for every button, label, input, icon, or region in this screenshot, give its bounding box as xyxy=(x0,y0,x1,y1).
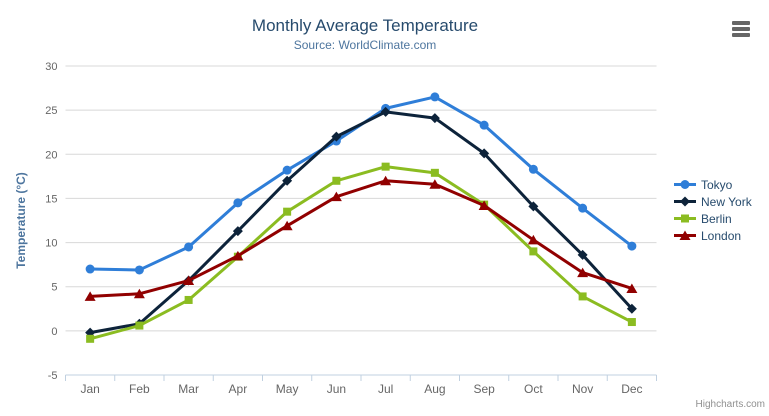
x-axis-label: Jun xyxy=(327,382,346,396)
legend-label: Tokyo xyxy=(701,177,733,192)
y-axis-label: 10 xyxy=(45,238,57,250)
legend-marker-triangle-icon xyxy=(674,230,696,240)
x-axis-label: Mar xyxy=(178,382,199,396)
x-axis-label: May xyxy=(276,382,299,396)
legend-item-berlin[interactable]: Berlin xyxy=(674,210,752,227)
x-axis-label: Aug xyxy=(424,382,445,396)
series-new-york[interactable] xyxy=(85,106,637,338)
y-axis-label: 0 xyxy=(51,326,57,338)
series-line xyxy=(88,165,634,341)
chart-title: Monthly Average Temperature xyxy=(251,16,479,35)
legend-label: London xyxy=(701,228,742,243)
x-axis-label: Oct xyxy=(524,382,543,396)
highcharts-credit[interactable]: Highcharts.com xyxy=(695,399,765,410)
y-axis-label: 15 xyxy=(45,193,57,205)
x-axis-label: Jul xyxy=(378,382,393,396)
series-london[interactable] xyxy=(84,175,638,301)
y-axis-label: 20 xyxy=(45,149,57,161)
x-axis-label: Nov xyxy=(572,382,593,396)
x-axis-label: Jan xyxy=(80,382,99,396)
x-axis-label: Apr xyxy=(229,382,248,396)
x-axis-label: Feb xyxy=(129,382,150,396)
series-line xyxy=(88,110,634,335)
x-axis-label: Sep xyxy=(473,382,495,396)
legend-item-tokyo[interactable]: Tokyo xyxy=(674,176,752,193)
y-axis-label: 5 xyxy=(51,282,57,294)
legend-item-new-york[interactable]: New York xyxy=(674,193,752,210)
series-line xyxy=(88,179,634,298)
hamburger-icon xyxy=(732,21,750,25)
y-axis-label: 30 xyxy=(45,61,57,73)
hamburger-icon xyxy=(732,33,750,37)
legend: Tokyo New York Berlin London xyxy=(674,176,752,244)
series-tokyo[interactable] xyxy=(85,92,637,275)
y-axis-title: Temperature (°C) xyxy=(14,172,28,269)
legend-marker-diamond-icon xyxy=(674,196,696,207)
legend-item-london[interactable]: London xyxy=(674,227,752,244)
chart-subtitle: Source: WorldClimate.com xyxy=(293,38,437,52)
export-menu-button[interactable] xyxy=(732,21,750,37)
legend-marker-square-icon xyxy=(674,214,696,223)
legend-marker-circle-icon xyxy=(674,180,696,189)
y-axis-label: 25 xyxy=(45,105,57,117)
legend-label: Berlin xyxy=(701,211,732,226)
x-axis-label: Dec xyxy=(621,382,642,396)
hamburger-icon xyxy=(732,27,750,31)
y-axis-label: -5 xyxy=(48,370,58,382)
legend-label: New York xyxy=(701,194,752,209)
